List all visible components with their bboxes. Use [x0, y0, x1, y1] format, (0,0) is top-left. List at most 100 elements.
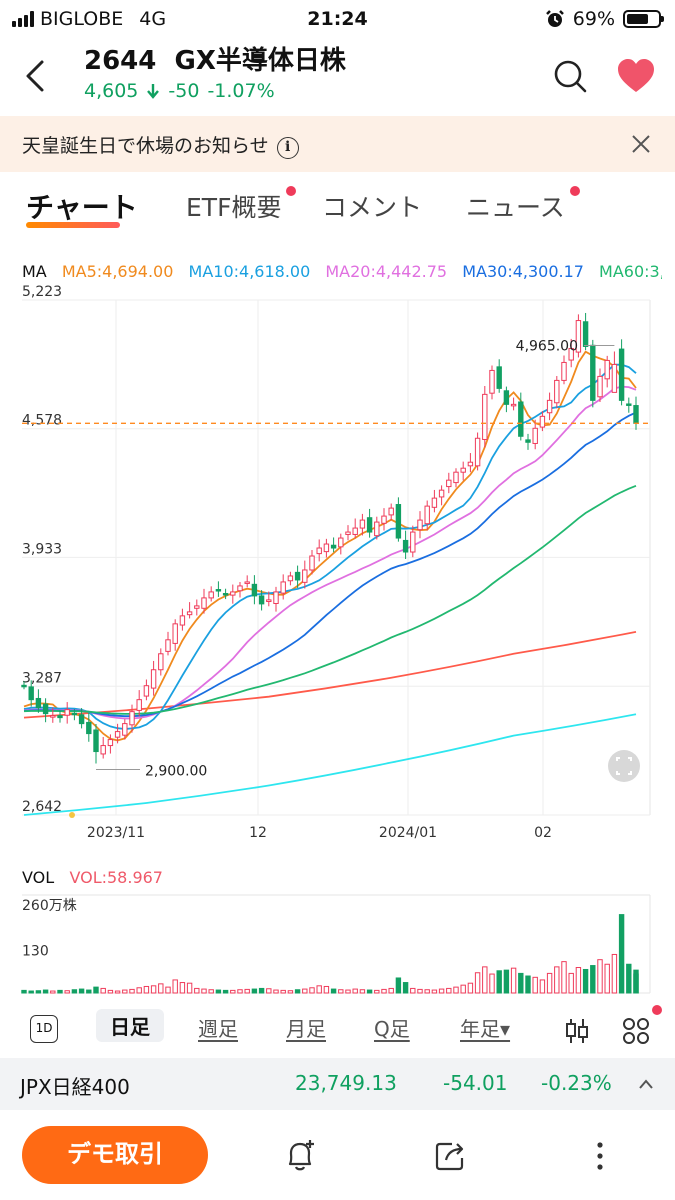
period-tab-quarterly[interactable]: Q足: [374, 1017, 410, 1041]
candle: [366, 517, 373, 533]
volume-bar: [86, 989, 92, 994]
volume-bar: [165, 986, 171, 994]
candle: [546, 399, 553, 414]
volume-chart[interactable]: 260万株 130: [0, 890, 675, 1000]
candle-type-icon[interactable]: [564, 1017, 590, 1045]
battery-percent: 69%: [572, 8, 615, 30]
close-icon[interactable]: [629, 132, 653, 156]
volume-bar: [381, 988, 387, 994]
ma10-value: MA10:4,618.00: [188, 262, 311, 281]
candle: [71, 712, 78, 716]
clock: 21:24: [307, 8, 368, 30]
volume-bar: [345, 989, 351, 994]
candle: [518, 401, 524, 437]
tab-etf-overview[interactable]: ETF概要: [186, 193, 282, 222]
info-icon[interactable]: i: [276, 137, 299, 159]
period-tab-yearly[interactable]: 年足▾: [460, 1017, 511, 1041]
candle: [388, 507, 394, 516]
holiday-notice-banner[interactable]: 天皇誕生日で休場のお知らせ i: [0, 116, 675, 172]
volume-bar: [251, 988, 258, 994]
volume-bar: [273, 989, 279, 994]
volume-bar: [402, 982, 409, 994]
period-tab-daily[interactable]: 日足: [96, 1009, 164, 1042]
volume-bar: [28, 990, 34, 994]
alarm-icon: [545, 10, 564, 27]
volume-bar: [42, 989, 49, 994]
candle: [467, 461, 474, 467]
candle: [460, 467, 466, 473]
battery-icon: [623, 10, 664, 28]
candle: [453, 471, 459, 484]
security-code: 2644: [84, 46, 157, 76]
chevron-up-icon[interactable]: [638, 1078, 654, 1090]
candle: [489, 369, 495, 394]
candle: [230, 591, 236, 596]
volume-bar: [611, 953, 618, 994]
candle: [323, 543, 330, 553]
demo-trade-button[interactable]: デモ取引: [22, 1126, 208, 1184]
volume-bar: [510, 967, 517, 994]
volume-bar: [525, 975, 531, 994]
volume-bar: [438, 988, 445, 994]
candle: [266, 599, 272, 602]
intraday-1d-button[interactable]: 1D: [30, 1015, 58, 1043]
volume-y-tick: 130: [22, 944, 49, 960]
candle: [136, 699, 142, 711]
ma30-value: MA30:4,300.17: [462, 262, 584, 281]
candle: [194, 605, 200, 609]
volume-bar: [302, 988, 308, 994]
candle: [525, 439, 531, 443]
volume-bar: [129, 988, 135, 994]
volume-bar: [366, 989, 373, 994]
search-icon[interactable]: [548, 54, 592, 98]
network-type: 4G: [139, 8, 167, 30]
tab-chart[interactable]: チャート: [26, 191, 138, 224]
share-icon[interactable]: [430, 1136, 470, 1176]
more-vertical-icon[interactable]: [580, 1136, 620, 1176]
candle: [554, 379, 560, 404]
candle: [186, 611, 193, 616]
candle: [86, 721, 92, 735]
ma-line-ma20: [23, 385, 637, 720]
index-value: 23,749.13: [295, 1071, 397, 1095]
volume-bar: [374, 989, 380, 994]
volume-bar: [626, 963, 632, 994]
tab-news[interactable]: ニュース: [466, 193, 565, 222]
tab-comments[interactable]: コメント: [322, 193, 423, 222]
candle: [280, 581, 286, 594]
security-name: GX半導体日株: [174, 46, 346, 76]
candle: [446, 479, 452, 488]
volume-bar: [410, 987, 416, 994]
ma-line-ma60: [23, 484, 637, 715]
period-tab-monthly[interactable]: 月足: [286, 1017, 326, 1041]
candle: [431, 497, 438, 508]
candle: [503, 390, 510, 405]
fullscreen-icon[interactable]: [608, 750, 640, 782]
candle: [590, 344, 596, 401]
volume-bar: [518, 972, 524, 994]
candle: [338, 537, 344, 548]
volume-bar: [338, 989, 344, 994]
volume-value: VOL:58.967: [69, 868, 163, 887]
active-tab-indicator: [26, 222, 120, 228]
candle: [611, 363, 618, 393]
volume-bar: [388, 987, 394, 994]
volume-bar: [280, 989, 286, 994]
y-tick-label: 3,287: [22, 670, 62, 686]
add-alert-bell-icon[interactable]: [280, 1136, 320, 1176]
candlestick-chart[interactable]: 5,223 4,578 3,933 3,287 2,642 2023/11 12 2024/0…: [0, 285, 675, 845]
candle: [64, 709, 70, 716]
favorite-heart-icon[interactable]: [614, 54, 658, 98]
candle: [21, 684, 27, 688]
indicator-grid-icon[interactable]: [622, 1017, 650, 1045]
volume-bar: [222, 989, 229, 994]
ma-legend[interactable]: MA MA5:4,694.00 MA10:4,618.00 MA20:4,442…: [22, 262, 662, 281]
volume-bar: [618, 914, 625, 994]
period-tab-weekly[interactable]: 週足: [198, 1017, 238, 1041]
index-ticker[interactable]: JPX日経400 23,749.13 -54.01 -0.23%: [0, 1058, 675, 1110]
back-icon[interactable]: [16, 54, 56, 98]
fullscreen-icon-bg: [608, 750, 640, 782]
volume-bar: [323, 985, 330, 994]
candle: [179, 615, 186, 626]
candle: [309, 555, 315, 571]
